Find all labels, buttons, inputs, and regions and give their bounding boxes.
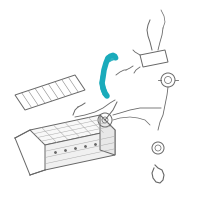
Polygon shape [30, 115, 115, 145]
Polygon shape [100, 55, 116, 97]
Polygon shape [45, 130, 115, 170]
Polygon shape [100, 115, 115, 155]
